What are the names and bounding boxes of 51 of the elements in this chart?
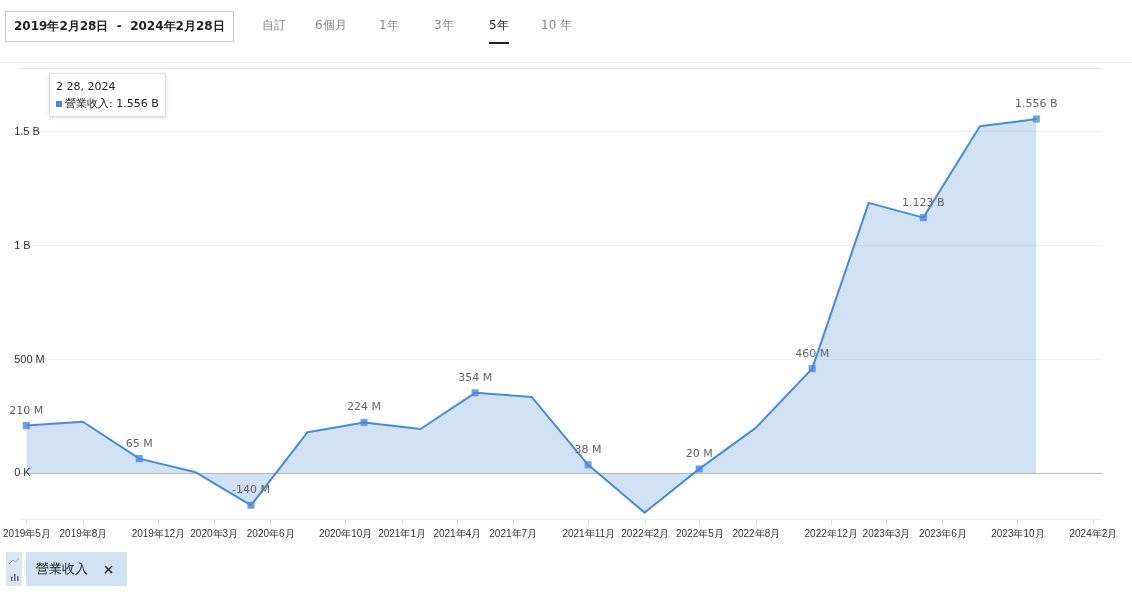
point xyxy=(471,389,479,397)
point xyxy=(247,501,255,509)
data-label: 210 M xyxy=(9,403,44,417)
point xyxy=(584,461,592,469)
y-tick-label: 1.5 B xyxy=(14,124,40,137)
text: 5年 xyxy=(489,17,509,44)
point xyxy=(360,418,368,426)
point xyxy=(1032,115,1040,123)
point xyxy=(135,455,143,463)
text: 2019年2月28日 - 2024年2月28日 xyxy=(5,11,234,42)
data-label: 1.123 B xyxy=(902,195,945,209)
y-tick-label: 0 K xyxy=(14,466,32,479)
x-tick-label: 2020年10月 xyxy=(318,527,373,539)
x-tick-label: 2019年12月 xyxy=(131,527,186,539)
annotation: 營業收入: 1.556 B xyxy=(65,97,159,110)
data-label: 38 M xyxy=(574,442,602,456)
x-tick-label: 2024年2月 xyxy=(1069,527,1118,539)
x-tick-label: 2023年6月 xyxy=(919,527,967,539)
x-tick-label: 2020年6月 xyxy=(246,527,295,539)
point xyxy=(808,365,816,373)
x-tick-label: 2021年11月 xyxy=(562,527,616,539)
data-label: 224 M xyxy=(347,400,381,414)
text: 1年 xyxy=(379,17,399,34)
point xyxy=(22,422,30,430)
point xyxy=(695,465,703,473)
x-tick-label: 2019年8月 xyxy=(59,527,108,539)
data-label: 354 M xyxy=(458,370,493,384)
annotation: 2 28, 2024 xyxy=(56,79,117,95)
x-tick-label: 2022年2月 xyxy=(621,527,670,539)
text: 6個月 xyxy=(315,17,347,34)
y-tick-label: 1 B xyxy=(14,238,31,251)
x-tick-label: 2022年12月 xyxy=(804,527,858,539)
text: 3年 xyxy=(434,17,454,34)
point xyxy=(919,214,927,222)
x-tick-label: 2020年3月 xyxy=(190,527,239,539)
data-label: 65 M xyxy=(125,436,153,450)
text: 營業收入 xyxy=(36,560,88,578)
data-label: 460 M xyxy=(795,346,830,360)
data-label: 20 M xyxy=(685,446,713,460)
y-tick-label: 500 M xyxy=(14,352,45,365)
x-tick-label: 2021年4月 xyxy=(433,527,482,539)
x-tick-label: 2019年5月 xyxy=(3,527,51,539)
x-tick-label: 2022年8月 xyxy=(732,527,781,539)
data-label: 1.556 B xyxy=(1015,97,1058,111)
x-tick-label: 2023年10月 xyxy=(991,527,1045,539)
x-tick-label: 2023年3月 xyxy=(862,527,911,539)
x-tick-label: 2021年1月 xyxy=(378,527,426,539)
text: 自訂 xyxy=(262,17,286,34)
x-tick-label: 2022年5月 xyxy=(675,527,724,539)
x-tick-label: 2021年7月 xyxy=(489,527,538,539)
text: 10 年 xyxy=(541,17,573,34)
